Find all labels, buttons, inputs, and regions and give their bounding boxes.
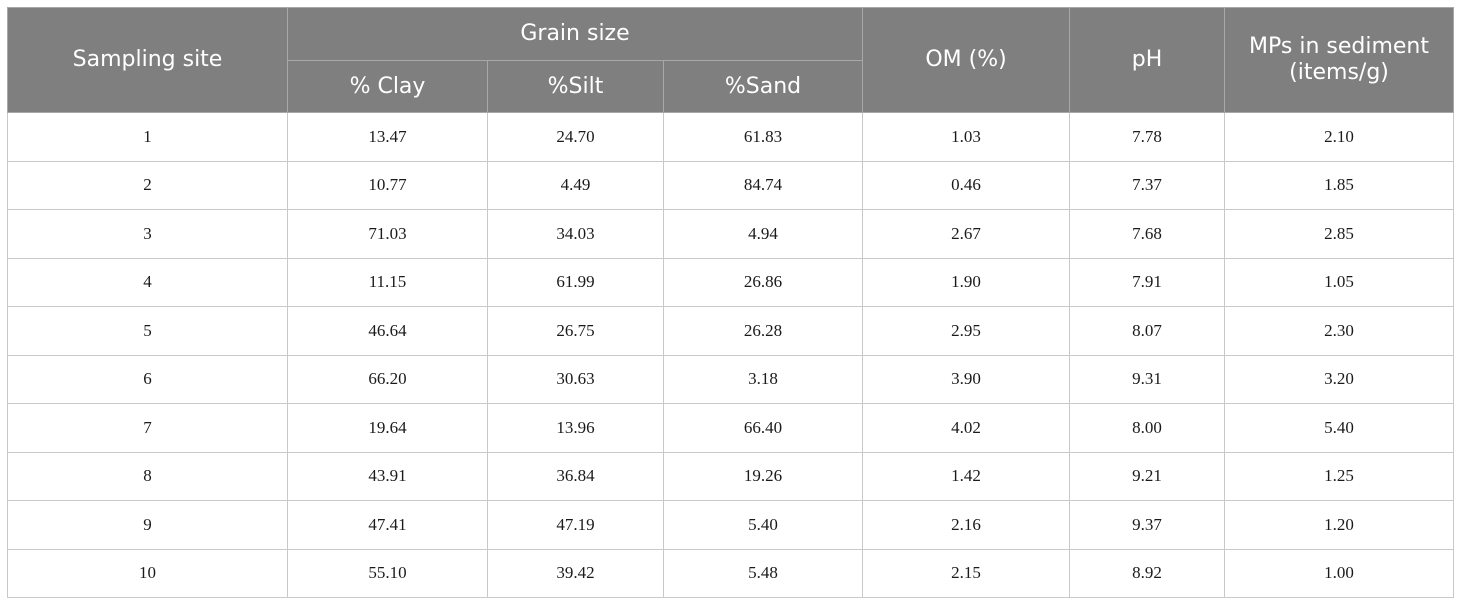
cell-mps: 1.25 (1224, 451, 1455, 501)
cell-sampling-site: 9 (7, 500, 288, 550)
cell-mps: 1.05 (1224, 257, 1455, 307)
cell-om: 1.42 (862, 451, 1071, 501)
table-row: 2 10.77 4.49 84.74 0.46 7.37 1.85 (7, 160, 1455, 210)
cell-silt: 36.84 (487, 451, 664, 501)
table-row: 6 66.20 30.63 3.18 3.90 9.31 3.20 (7, 354, 1455, 404)
cell-silt: 34.03 (487, 209, 664, 259)
header-subrow: % Clay %Silt %Sand (8, 60, 1454, 113)
cell-sand: 61.83 (662, 112, 864, 162)
table-row: 9 47.41 47.19 5.40 2.16 9.37 1.20 (7, 500, 1455, 550)
cell-om: 0.46 (862, 160, 1071, 210)
cell-mps: 2.30 (1224, 306, 1455, 356)
cell-mps: 1.00 (1224, 548, 1455, 598)
header-sand: %Sand (662, 60, 864, 113)
header-grain-size: Grain size (286, 7, 864, 61)
table-row: 1 13.47 24.70 61.83 1.03 7.78 2.10 (7, 112, 1455, 162)
cell-silt: 4.49 (487, 160, 664, 210)
table-row: 7 19.64 13.96 66.40 4.02 8.00 5.40 (7, 403, 1455, 453)
cell-sampling-site: 5 (7, 306, 288, 356)
header-clay: % Clay (287, 60, 488, 113)
cell-silt: 26.75 (487, 306, 664, 356)
cell-sampling-site: 4 (7, 257, 288, 307)
cell-clay: 71.03 (287, 209, 488, 259)
cell-silt: 30.63 (487, 354, 664, 404)
cell-clay: 47.41 (287, 500, 488, 550)
table-row: 8 43.91 36.84 19.26 1.42 9.21 1.25 (7, 451, 1455, 501)
cell-mps: 3.20 (1224, 354, 1455, 404)
cell-ph: 7.78 (1069, 112, 1226, 162)
cell-sampling-site: 8 (7, 451, 288, 501)
cell-sampling-site: 2 (7, 160, 288, 210)
header-row: Sampling site Grain size OM (%) pH MPs i… (7, 7, 1455, 113)
cell-sand: 19.26 (662, 451, 864, 501)
cell-om: 1.90 (862, 257, 1071, 307)
cell-om: 4.02 (862, 403, 1071, 453)
data-table: Sampling site Grain size OM (%) pH MPs i… (7, 7, 1455, 598)
table-header: Sampling site Grain size OM (%) pH MPs i… (7, 7, 1455, 113)
cell-om: 1.03 (862, 112, 1071, 162)
cell-silt: 61.99 (487, 257, 664, 307)
cell-sand: 66.40 (662, 403, 864, 453)
cell-ph: 7.68 (1069, 209, 1226, 259)
table-row: 4 11.15 61.99 26.86 1.90 7.91 1.05 (7, 257, 1455, 307)
cell-ph: 9.21 (1069, 451, 1226, 501)
cell-om: 2.67 (862, 209, 1071, 259)
cell-ph: 8.00 (1069, 403, 1226, 453)
cell-clay: 46.64 (287, 306, 488, 356)
cell-silt: 39.42 (487, 548, 664, 598)
cell-mps: 2.10 (1224, 112, 1455, 162)
cell-sampling-site: 3 (7, 209, 288, 259)
cell-ph: 7.91 (1069, 257, 1226, 307)
cell-sand: 3.18 (662, 354, 864, 404)
cell-ph: 7.37 (1069, 160, 1226, 210)
header-mps: MPs in sediment (items/g) (1224, 7, 1455, 113)
header-sampling-site: Sampling site (7, 7, 288, 113)
header-mps-line2: (items/g) (1289, 60, 1389, 85)
cell-silt: 13.96 (487, 403, 664, 453)
table-row: 3 71.03 34.03 4.94 2.67 7.68 2.85 (7, 209, 1455, 259)
header-om: OM (%) (862, 7, 1071, 113)
cell-mps: 5.40 (1224, 403, 1455, 453)
cell-mps: 1.20 (1224, 500, 1455, 550)
cell-clay: 10.77 (287, 160, 488, 210)
cell-sand: 5.48 (662, 548, 864, 598)
cell-sand: 26.28 (662, 306, 864, 356)
cell-sand: 26.86 (662, 257, 864, 307)
cell-clay: 66.20 (287, 354, 488, 404)
cell-clay: 43.91 (287, 451, 488, 501)
cell-om: 2.15 (862, 548, 1071, 598)
header-silt: %Silt (487, 60, 664, 113)
header-mps-line1: MPs in sediment (1249, 34, 1429, 59)
cell-om: 3.90 (862, 354, 1071, 404)
cell-ph: 8.92 (1069, 548, 1226, 598)
cell-sampling-site: 6 (7, 354, 288, 404)
table-body: 1 13.47 24.70 61.83 1.03 7.78 2.10 2 10.77 4.49 84… (7, 112, 1455, 598)
cell-sand: 4.94 (662, 209, 864, 259)
cell-sampling-site: 10 (7, 548, 288, 598)
cell-sampling-site: 7 (7, 403, 288, 453)
cell-clay: 13.47 (287, 112, 488, 162)
cell-sand: 84.74 (662, 160, 864, 210)
header-ph: pH (1069, 7, 1226, 113)
cell-ph: 9.31 (1069, 354, 1226, 404)
cell-om: 2.16 (862, 500, 1071, 550)
cell-om: 2.95 (862, 306, 1071, 356)
table-row: 5 46.64 26.75 26.28 2.95 8.07 2.30 (7, 306, 1455, 356)
cell-silt: 47.19 (487, 500, 664, 550)
cell-ph: 8.07 (1069, 306, 1226, 356)
cell-ph: 9.37 (1069, 500, 1226, 550)
cell-silt: 24.70 (487, 112, 664, 162)
cell-clay: 19.64 (287, 403, 488, 453)
table-row: 10 55.10 39.42 5.48 2.15 8.92 1.00 (7, 548, 1455, 598)
cell-sand: 5.40 (662, 500, 864, 550)
cell-mps: 1.85 (1224, 160, 1455, 210)
cell-clay: 55.10 (287, 548, 488, 598)
cell-sampling-site: 1 (7, 112, 288, 162)
cell-clay: 11.15 (287, 257, 488, 307)
cell-mps: 2.85 (1224, 209, 1455, 259)
